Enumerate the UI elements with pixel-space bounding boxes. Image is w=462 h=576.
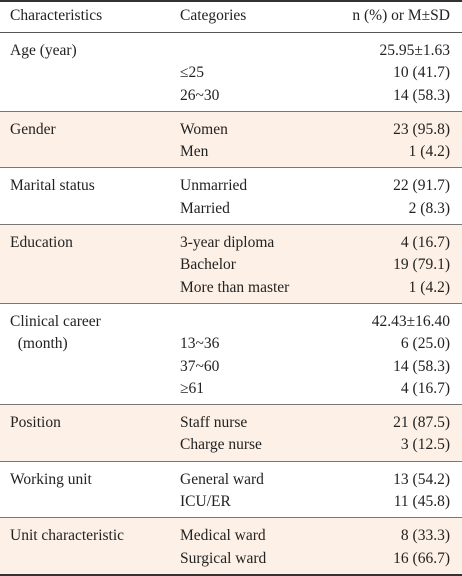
cell-characteristic: Gender <box>10 120 56 138</box>
cell-category: Bachelor <box>180 256 236 274</box>
cell-category: 37~60 <box>180 357 220 375</box>
cell-value: 3 (12.5) <box>400 436 450 454</box>
table-row: 26~30 14 (58.3) <box>0 85 462 107</box>
cell-category: Married <box>180 199 230 217</box>
table-row: Gender Women 23 (95.8) <box>0 119 462 141</box>
table-group: Position Staff nurse 21 (87.5) Charge nurse… <box>0 405 462 462</box>
table-row: Position Staff nurse 21 (87.5) <box>0 412 462 434</box>
cell-characteristic: Education <box>10 234 73 252</box>
cell-value: 23 (95.8) <box>393 120 450 138</box>
cell-value: 25.95±1.63 <box>379 42 450 59</box>
table-row: Bachelor 19 (79.1) <box>0 254 462 276</box>
cell-value: 21 (87.5) <box>393 414 450 432</box>
table-row: Clinical career 42.43±16.40 <box>0 311 462 333</box>
cell-value: 19 (79.1) <box>393 256 450 274</box>
cell-value: 8 (33.3) <box>400 527 450 545</box>
cell-value: 14 (58.3) <box>393 357 450 375</box>
table-row: ≥61 4 (16.7) <box>0 378 462 400</box>
table-body: Age (year) 25.95±1.63 ≤25 10 (41.7) 26~30 14 … <box>0 33 462 576</box>
cell-category: Men <box>180 143 209 161</box>
table-group: Unit characteristic Medical ward 8 (33.3) S… <box>0 518 462 576</box>
cell-category: Charge nurse <box>180 436 262 454</box>
table-row: 37~60 14 (58.3) <box>0 356 462 378</box>
cell-value: 2 (8.3) <box>408 199 450 217</box>
cell-category: General ward <box>180 470 264 488</box>
table-row: ≤25 10 (41.7) <box>0 62 462 84</box>
cell-category: ICU/ER <box>180 493 231 511</box>
table-row: Education 3-year diploma 4 (16.7) <box>0 232 462 254</box>
cell-value: 10 (41.7) <box>393 64 450 82</box>
cell-category: ≥61 <box>180 379 205 397</box>
cell-value: 11 (45.8) <box>393 493 450 511</box>
table-row: Men 1 (4.2) <box>0 141 462 163</box>
cell-characteristic: Position <box>10 414 61 432</box>
cell-characteristic: Marital status <box>10 177 95 195</box>
cell-category: More than master <box>180 278 290 296</box>
table-header: Characteristics Categories n (%) or M±SD <box>0 0 462 33</box>
table-group: Clinical career 42.43±16.40 (month) 13~36 6… <box>0 304 462 406</box>
cell-category: ≤25 <box>180 64 205 82</box>
cell-characteristic: Unit characteristic <box>10 527 125 545</box>
table-group: Education 3-year diploma 4 (16.7) Bachelor 1… <box>0 225 462 304</box>
table-row: Marital status Unmarried 22 (91.7) <box>0 175 462 197</box>
cell-value: 14 (58.3) <box>393 86 450 104</box>
table-row: (month) 13~36 6 (25.0) <box>0 333 462 355</box>
cell-category: Medical ward <box>180 527 266 545</box>
cell-value: 22 (91.7) <box>393 177 450 195</box>
cell-category: Women <box>180 120 228 138</box>
table-group: Working unit General ward 13 (54.2) ICU/ER 1… <box>0 462 462 519</box>
table-row: Age (year) 25.95±1.63 <box>0 40 462 62</box>
cell-category: Surgical ward <box>180 549 267 567</box>
cell-value: 16 (66.7) <box>393 549 450 567</box>
cell-value: 6 (25.0) <box>400 335 450 353</box>
cell-value: 4 (16.7) <box>400 379 450 397</box>
table-group: Gender Women 23 (95.8) Men 1 (4.2) <box>0 111 462 169</box>
table-group: Age (year) 25.95±1.63 ≤25 10 (41.7) 26~30 14 … <box>0 33 462 112</box>
table-row: ICU/ER 11 (45.8) <box>0 491 462 513</box>
cell-category: 13~36 <box>180 335 220 353</box>
table-row: More than master 1 (4.2) <box>0 277 462 299</box>
table-row: Married 2 (8.3) <box>0 198 462 220</box>
header-categories: Categories <box>180 7 247 24</box>
table-row: Surgical ward 16 (66.7) <box>0 548 462 570</box>
cell-characteristic: Age (year) <box>10 42 77 59</box>
table-row: Unit characteristic Medical ward 8 (33.3) <box>0 525 462 547</box>
table-row: Charge nurse 3 (12.5) <box>0 434 462 456</box>
cell-value: 1 (4.2) <box>408 278 450 296</box>
table-row: Working unit General ward 13 (54.2) <box>0 469 462 491</box>
cell-characteristic: Clinical career <box>10 312 101 330</box>
cell-category: 3-year diploma <box>180 234 275 252</box>
cell-category: Unmarried <box>180 177 248 195</box>
header-characteristics: Characteristics <box>10 7 103 24</box>
cell-value: 13 (54.2) <box>393 470 450 488</box>
cell-category: Staff nurse <box>180 414 248 432</box>
table-group: Marital status Unmarried 22 (91.7) Married 2… <box>0 168 462 226</box>
cell-value: 4 (16.7) <box>400 234 450 252</box>
cell-value: 42.43±16.40 <box>371 312 450 330</box>
cell-characteristic: Working unit <box>10 470 92 488</box>
cell-characteristic: (month) <box>10 335 68 353</box>
cell-value: 1 (4.2) <box>408 143 450 161</box>
header-value: n (%) or M±SD <box>352 7 450 24</box>
cell-category: 26~30 <box>180 86 220 104</box>
